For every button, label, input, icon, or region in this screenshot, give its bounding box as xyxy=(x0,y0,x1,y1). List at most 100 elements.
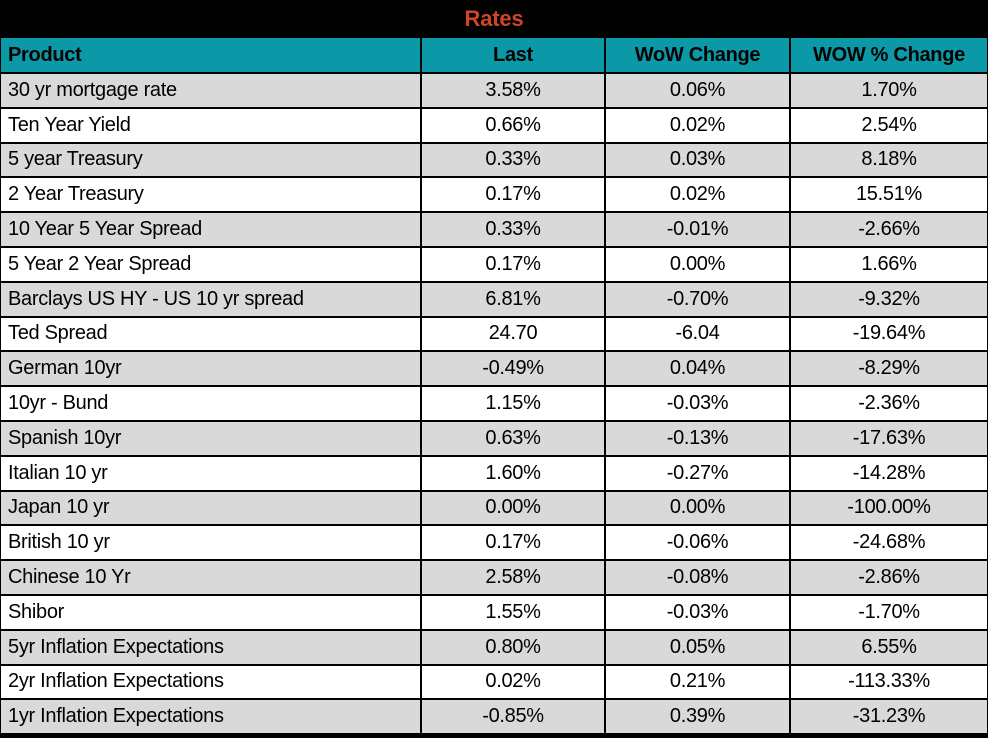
cell-wow-change: 0.04% xyxy=(604,352,789,386)
cell-wow-pct-change: -31.23% xyxy=(789,700,987,734)
cell-last: 1.60% xyxy=(420,456,604,490)
cell-product: Chinese 10 Yr xyxy=(8,566,131,589)
cell-product: Japan 10 yr xyxy=(8,496,110,519)
cell-wow-pct-change: -14.28% xyxy=(789,456,987,490)
cell-wow-pct-change: 15.51% xyxy=(789,178,987,212)
table-row: Shibor 1.55% -0.03% -1.70% xyxy=(1,593,987,629)
table-header-row: Product Last WoW Change WOW % Change xyxy=(1,38,987,72)
cell-product: Ted Spread xyxy=(8,322,108,345)
cell-last: 1.55% xyxy=(420,595,604,629)
cell-product: British 10 yr xyxy=(8,531,110,554)
column-header-wow-pct-change: WOW % Change xyxy=(789,38,987,72)
title-bar: Rates xyxy=(1,0,987,38)
cell-last: 6.81% xyxy=(420,282,604,316)
cell-wow-change: -0.27% xyxy=(604,456,789,490)
table-row: 1yr Inflation Expectations -0.85% 0.39% -31… xyxy=(1,698,987,734)
cell-product: 5yr Inflation Expectations xyxy=(8,635,224,658)
cell-last: 3.58% xyxy=(420,74,604,107)
cell-product: 30 yr mortgage rate xyxy=(8,78,177,101)
cell-wow-pct-change: 8.18% xyxy=(789,143,987,177)
cell-wow-change: 0.39% xyxy=(604,700,789,734)
table-row: 2yr Inflation Expectations 0.02% 0.21% -113… xyxy=(1,663,987,699)
cell-product: Spanish 10yr xyxy=(8,426,122,449)
cell-product: 1yr Inflation Expectations xyxy=(8,705,224,728)
table-row: Spanish 10yr 0.63% -0.13% -17.63% xyxy=(1,419,987,455)
table-row: 10 Year 5 Year Spread 0.33% -0.01% -2.66% xyxy=(1,211,987,246)
cell-wow-change: 0.02% xyxy=(604,108,789,142)
cell-product: 10yr - Bund xyxy=(8,392,109,415)
cell-wow-change: -0.13% xyxy=(604,421,789,455)
cell-wow-pct-change: -100.00% xyxy=(789,491,987,525)
cell-wow-change: -0.08% xyxy=(604,561,789,594)
table-row: Japan 10 yr 0.00% 0.00% -100.00% xyxy=(1,489,987,525)
column-header-wow-change: WoW Change xyxy=(604,38,789,72)
cell-wow-change: -0.01% xyxy=(604,213,789,246)
cell-wow-pct-change: -8.29% xyxy=(789,352,987,386)
table-row: 5 year Treasury 0.33% 0.03% 8.18% xyxy=(1,141,987,177)
table-row: 10yr - Bund 1.15% -0.03% -2.36% xyxy=(1,385,987,420)
cell-wow-change: -6.04 xyxy=(604,317,789,351)
column-header-product: Product xyxy=(8,43,82,66)
cell-last: 0.80% xyxy=(420,630,604,664)
cell-wow-pct-change: -19.64% xyxy=(789,317,987,351)
cell-wow-change: 0.02% xyxy=(604,178,789,212)
table-row: 5yr Inflation Expectations 0.80% 0.05% 6.55… xyxy=(1,628,987,664)
cell-product: Shibor xyxy=(8,600,65,623)
cell-wow-pct-change: -2.86% xyxy=(789,561,987,594)
cell-wow-change: 0.05% xyxy=(604,630,789,664)
cell-wow-pct-change: -24.68% xyxy=(789,526,987,560)
cell-last: 0.02% xyxy=(420,665,604,699)
cell-product: 2yr Inflation Expectations xyxy=(8,670,224,693)
cell-wow-pct-change: -113.33% xyxy=(789,665,987,699)
cell-wow-change: -0.03% xyxy=(604,595,789,629)
cell-wow-change: -0.70% xyxy=(604,282,789,316)
cell-product: Italian 10 yr xyxy=(8,461,108,484)
table-row: Chinese 10 Yr 2.58% -0.08% -2.86% xyxy=(1,559,987,594)
cell-last: 0.66% xyxy=(420,108,604,142)
table-row: 30 yr mortgage rate 3.58% 0.06% 1.70% xyxy=(1,72,987,107)
cell-wow-pct-change: -1.70% xyxy=(789,595,987,629)
table-body: 30 yr mortgage rate 3.58% 0.06% 1.70% Ten Ye… xyxy=(1,72,987,734)
table-row: Ten Year Yield 0.66% 0.02% 2.54% xyxy=(1,106,987,142)
cell-last: 0.17% xyxy=(420,526,604,560)
cell-last: -0.85% xyxy=(420,700,604,734)
cell-product: 10 Year 5 Year Spread xyxy=(8,218,202,241)
table-row: 2 Year Treasury 0.17% 0.02% 15.51% xyxy=(1,176,987,212)
cell-last: 0.33% xyxy=(420,143,604,177)
cell-last: 2.58% xyxy=(420,561,604,594)
cell-last: 24.70 xyxy=(420,317,604,351)
cell-product: Barclays US HY - US 10 yr spread xyxy=(8,287,304,310)
cell-wow-change: 0.00% xyxy=(604,247,789,281)
table-row: German 10yr -0.49% 0.04% -8.29% xyxy=(1,350,987,386)
cell-wow-pct-change: 2.54% xyxy=(789,108,987,142)
column-header-last: Last xyxy=(420,38,604,72)
cell-last: 0.33% xyxy=(420,213,604,246)
cell-wow-pct-change: 1.70% xyxy=(789,74,987,107)
cell-wow-change: -0.06% xyxy=(604,526,789,560)
cell-wow-change: 0.03% xyxy=(604,143,789,177)
cell-product: German 10yr xyxy=(8,357,122,380)
cell-last: 0.17% xyxy=(420,247,604,281)
cell-last: -0.49% xyxy=(420,352,604,386)
cell-wow-pct-change: 1.66% xyxy=(789,247,987,281)
cell-wow-pct-change: -2.36% xyxy=(789,387,987,420)
cell-wow-change: 0.00% xyxy=(604,491,789,525)
cell-wow-pct-change: -2.66% xyxy=(789,213,987,246)
cell-wow-pct-change: -17.63% xyxy=(789,421,987,455)
cell-last: 1.15% xyxy=(420,387,604,420)
cell-wow-change: -0.03% xyxy=(604,387,789,420)
cell-last: 0.00% xyxy=(420,491,604,525)
table-row: Ted Spread 24.70 -6.04 -19.64% xyxy=(1,315,987,351)
cell-wow-pct-change: 6.55% xyxy=(789,630,987,664)
cell-wow-pct-change: -9.32% xyxy=(789,282,987,316)
cell-product: 5 Year 2 Year Spread xyxy=(8,252,192,275)
table-title: Rates xyxy=(464,6,524,31)
cell-last: 0.63% xyxy=(420,421,604,455)
table-row: Barclays US HY - US 10 yr spread 6.81% -0.… xyxy=(1,280,987,316)
cell-wow-change: 0.06% xyxy=(604,74,789,107)
table-row: Italian 10 yr 1.60% -0.27% -14.28% xyxy=(1,454,987,490)
cell-product: 2 Year Treasury xyxy=(8,183,144,206)
cell-wow-change: 0.21% xyxy=(604,665,789,699)
cell-last: 0.17% xyxy=(420,178,604,212)
